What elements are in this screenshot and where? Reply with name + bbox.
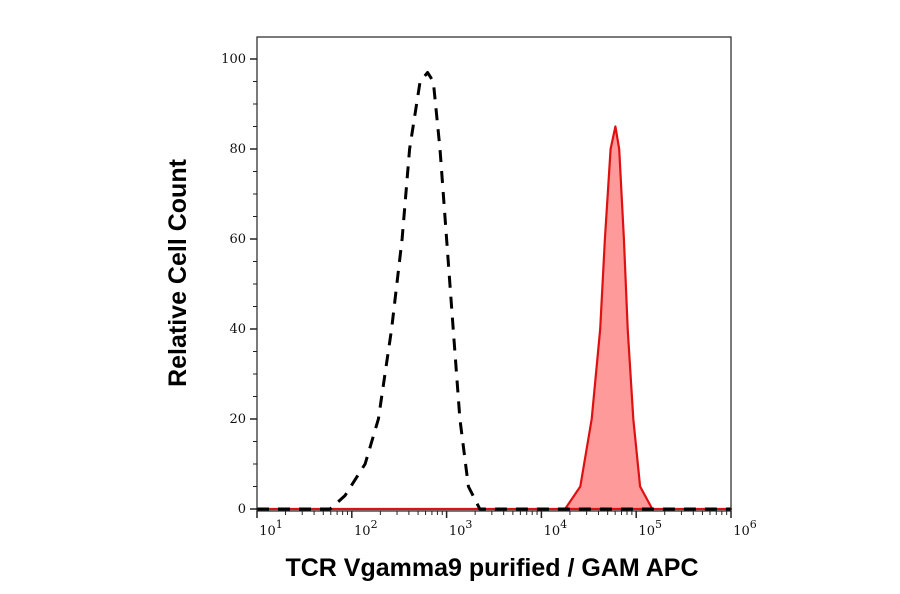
x-tick-label: 103: [449, 518, 473, 539]
y-tick-label: 80: [229, 142, 246, 157]
y-axis: 0 20 40 60 80 100: [221, 52, 257, 517]
x-tick-base: 10: [544, 524, 561, 539]
x-tick-base: 10: [259, 524, 276, 539]
y-tick-label: 0: [238, 502, 246, 517]
x-tick-exponent: 1: [276, 518, 283, 531]
filled-histogram-series: [255, 125, 733, 511]
x-tick-exponent: 2: [371, 518, 378, 531]
y-tick-label: 60: [229, 232, 246, 247]
x-tick-label: 106: [733, 518, 757, 539]
x-tick-label: 102: [354, 518, 378, 539]
x-tick-base: 10: [638, 524, 655, 539]
x-axis: 101 102 103 104 105 106: [256, 511, 757, 539]
y-axis-title: Relative Cell Count: [164, 158, 192, 386]
x-axis-title: TCR Vgamma9 purified / GAM APC: [285, 554, 698, 582]
x-tick-base: 10: [733, 524, 750, 539]
x-tick-base: 10: [449, 524, 466, 539]
y-tick-label: 20: [229, 412, 246, 427]
x-tick-exponent: 3: [465, 518, 472, 531]
x-tick-exponent: 6: [750, 518, 757, 531]
x-tick-label: 105: [638, 518, 662, 539]
x-tick-base: 10: [354, 524, 371, 539]
dashed-histogram-series: [257, 71, 731, 511]
x-tick-label: 104: [544, 518, 568, 539]
x-tick-exponent: 4: [560, 518, 567, 531]
x-tick-label: 101: [259, 518, 283, 539]
plot-frame: [256, 36, 732, 512]
y-tick-label: 100: [221, 52, 246, 67]
x-tick-exponent: 5: [655, 518, 662, 531]
series-layer: [255, 71, 733, 511]
y-tick-label: 40: [229, 322, 246, 337]
